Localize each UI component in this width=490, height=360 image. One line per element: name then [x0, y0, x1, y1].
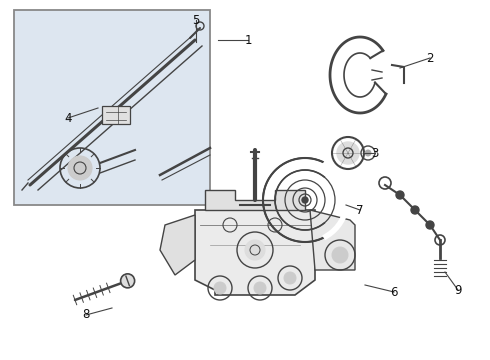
- Circle shape: [365, 150, 371, 156]
- Text: 2: 2: [426, 51, 434, 64]
- Text: 1: 1: [244, 33, 252, 46]
- Polygon shape: [160, 215, 195, 275]
- Polygon shape: [195, 210, 315, 295]
- Text: 3: 3: [371, 147, 379, 159]
- Circle shape: [396, 191, 404, 199]
- Circle shape: [302, 197, 308, 203]
- Text: 8: 8: [82, 309, 90, 321]
- Text: 7: 7: [356, 203, 364, 216]
- Polygon shape: [205, 190, 305, 210]
- Text: 5: 5: [192, 14, 200, 27]
- Bar: [102, 106, 130, 124]
- Circle shape: [411, 206, 419, 214]
- Bar: [14, 10, 210, 205]
- Circle shape: [337, 142, 359, 164]
- Polygon shape: [310, 210, 355, 270]
- Text: 9: 9: [454, 284, 462, 297]
- Circle shape: [332, 247, 348, 263]
- Circle shape: [68, 156, 92, 180]
- Text: 4: 4: [64, 112, 72, 125]
- Circle shape: [214, 282, 226, 294]
- Circle shape: [121, 274, 135, 288]
- Circle shape: [254, 282, 266, 294]
- Circle shape: [426, 221, 434, 229]
- Circle shape: [245, 240, 265, 260]
- Circle shape: [284, 272, 296, 284]
- Text: 6: 6: [390, 285, 398, 298]
